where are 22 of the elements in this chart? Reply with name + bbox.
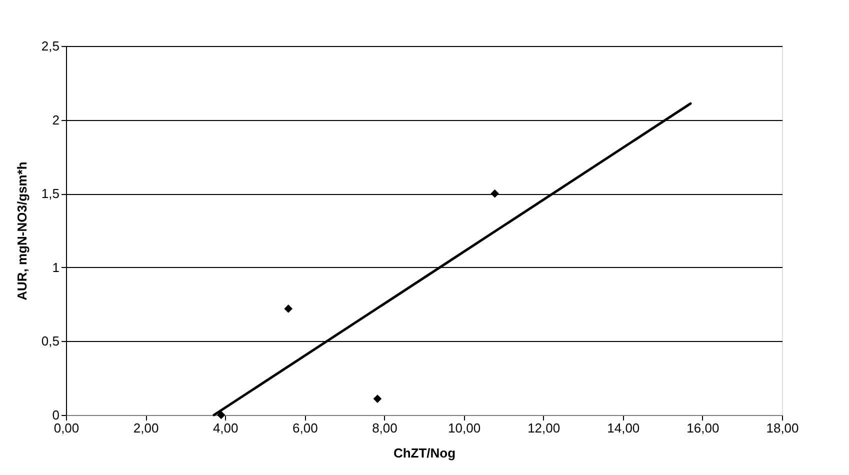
y-tick-label: 1 xyxy=(52,260,60,275)
x-tick-label: 18,00 xyxy=(766,420,799,436)
point xyxy=(216,410,226,420)
x-tick-label: 12,00 xyxy=(528,420,560,436)
x-tick-label: 0,00 xyxy=(54,420,80,436)
point xyxy=(490,189,499,198)
y-tick-label: 2 xyxy=(52,112,60,128)
y-tick-label: 0,5 xyxy=(41,334,60,349)
x-tick-label: 2,00 xyxy=(133,420,159,436)
y-tick-label: 2,5 xyxy=(41,38,60,54)
point xyxy=(284,304,293,313)
x-tick-label: 6,00 xyxy=(292,420,318,436)
y-axis-title: AUR, mgN-NO3/gsm*h xyxy=(14,162,30,300)
y-tick-label: 1,5 xyxy=(41,186,60,202)
x-tick-label: 10,00 xyxy=(448,420,481,436)
y-tick-label: 0 xyxy=(52,408,60,422)
x-axis-title: ChZT/Nog xyxy=(393,446,456,460)
x-tick-label: 4,00 xyxy=(212,420,238,436)
x-tick-label: 14,00 xyxy=(607,420,640,436)
x-tick-label: 8,00 xyxy=(372,420,398,436)
point xyxy=(373,394,382,403)
x-tick-label: 16,00 xyxy=(686,420,720,436)
